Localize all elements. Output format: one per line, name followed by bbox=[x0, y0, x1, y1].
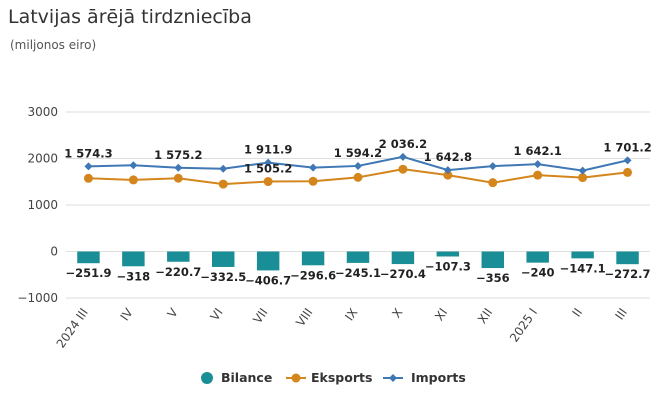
x-tick-label: IV bbox=[118, 305, 137, 323]
legend-label-eksports: Eksports bbox=[311, 370, 372, 385]
x-tick-label: II bbox=[570, 306, 586, 320]
bar-bilance bbox=[391, 251, 415, 265]
legend-label-imports: Imports bbox=[411, 370, 466, 385]
point-imports bbox=[578, 166, 587, 175]
data-label-bilance: −356 bbox=[476, 271, 510, 285]
data-label-bilance: −270.4 bbox=[380, 267, 426, 281]
bar-bilance bbox=[526, 251, 549, 263]
point-imports bbox=[533, 160, 542, 169]
point-eksports bbox=[128, 175, 138, 185]
point-eksports bbox=[263, 177, 273, 187]
x-tick-label: X bbox=[389, 306, 405, 321]
chart-title: Latvijas ārējā tirdzniecība bbox=[8, 6, 252, 28]
x-tick-label: III bbox=[612, 306, 630, 323]
legend-marker-bilance bbox=[201, 372, 213, 384]
point-imports bbox=[354, 161, 362, 170]
point-eksports bbox=[578, 173, 588, 183]
x-tick-label: IX bbox=[342, 306, 360, 324]
data-label-bilance: −147.1 bbox=[560, 261, 606, 275]
point-eksports bbox=[173, 173, 183, 183]
x-tick-label: VI bbox=[207, 306, 225, 324]
point-eksports bbox=[308, 176, 318, 186]
x-tick-label: XII bbox=[475, 306, 495, 327]
data-label-imports: 1 642.8 bbox=[424, 150, 472, 164]
data-label-bilance: −240 bbox=[521, 266, 555, 280]
x-tick-label: VIII bbox=[293, 306, 315, 329]
bar-bilance bbox=[616, 251, 639, 265]
bar-bilance bbox=[77, 251, 100, 264]
point-eksports bbox=[218, 179, 228, 189]
bar-bilance bbox=[122, 251, 145, 267]
data-label-imports: 1 911.9 bbox=[244, 143, 292, 157]
data-label-bilance: −107.3 bbox=[425, 259, 471, 273]
y-tick-label: −1000 bbox=[17, 291, 58, 305]
point-imports bbox=[623, 156, 632, 165]
point-eksports bbox=[83, 173, 93, 183]
point-imports bbox=[174, 163, 183, 172]
point-eksports bbox=[533, 170, 543, 180]
y-tick-label: 3000 bbox=[27, 105, 58, 119]
data-label-imports: 1 575.2 bbox=[154, 148, 202, 162]
bar-bilance bbox=[436, 251, 460, 257]
y-tick-label: 1000 bbox=[27, 198, 58, 212]
point-eksports bbox=[398, 164, 408, 174]
bar-bilance bbox=[346, 251, 370, 263]
point-eksports bbox=[488, 178, 498, 188]
x-tick-label: 2024 III bbox=[54, 306, 91, 351]
data-label-imports: 1 594.2 bbox=[334, 146, 382, 160]
data-label-bilance: −332.5 bbox=[200, 270, 246, 284]
x-tick-label: 2025 I bbox=[507, 306, 540, 345]
point-imports bbox=[443, 166, 452, 175]
point-imports bbox=[129, 161, 138, 170]
data-label-bilance: −406.7 bbox=[245, 273, 291, 287]
legend-marker-imports bbox=[389, 374, 397, 382]
legend-label-bilance: Bilance bbox=[221, 370, 272, 385]
data-label-bilance: −220.7 bbox=[155, 265, 201, 279]
data-label-imports: 1 574.3 bbox=[64, 146, 112, 160]
x-tick-label: VII bbox=[250, 306, 270, 327]
point-imports bbox=[219, 164, 228, 173]
point-imports bbox=[488, 162, 497, 171]
bar-bilance bbox=[571, 251, 594, 259]
data-label-imports: 2 036.2 bbox=[379, 137, 427, 151]
data-label-eksports: 1 505.2 bbox=[244, 162, 292, 176]
point-eksports bbox=[443, 170, 453, 180]
point-imports bbox=[309, 163, 318, 172]
bar-bilance bbox=[256, 251, 280, 271]
legend-marker-eksports bbox=[291, 373, 301, 383]
bar-bilance bbox=[212, 251, 235, 267]
data-label-bilance: −272.7 bbox=[605, 267, 651, 281]
chart-subtitle: (miljonos eiro) bbox=[10, 38, 97, 52]
bar-bilance bbox=[301, 251, 325, 266]
data-label-imports: 1 701.2 bbox=[603, 140, 651, 154]
x-tick-label: XI bbox=[432, 306, 450, 324]
point-imports bbox=[84, 162, 93, 171]
data-label-bilance: −251.9 bbox=[65, 266, 111, 280]
point-eksports bbox=[353, 172, 363, 182]
bar-bilance bbox=[481, 251, 504, 269]
point-imports bbox=[264, 158, 273, 167]
data-label-bilance: −245.1 bbox=[335, 266, 381, 280]
data-label-imports: 1 642.1 bbox=[513, 144, 561, 158]
point-imports bbox=[398, 152, 407, 161]
data-label-bilance: −318 bbox=[117, 269, 151, 283]
bar-bilance bbox=[167, 251, 190, 262]
y-tick-label: 0 bbox=[50, 245, 58, 259]
data-label-bilance: −296.6 bbox=[290, 268, 336, 282]
point-eksports bbox=[623, 167, 633, 177]
y-tick-label: 2000 bbox=[27, 152, 58, 166]
x-tick-label: V bbox=[165, 305, 182, 320]
